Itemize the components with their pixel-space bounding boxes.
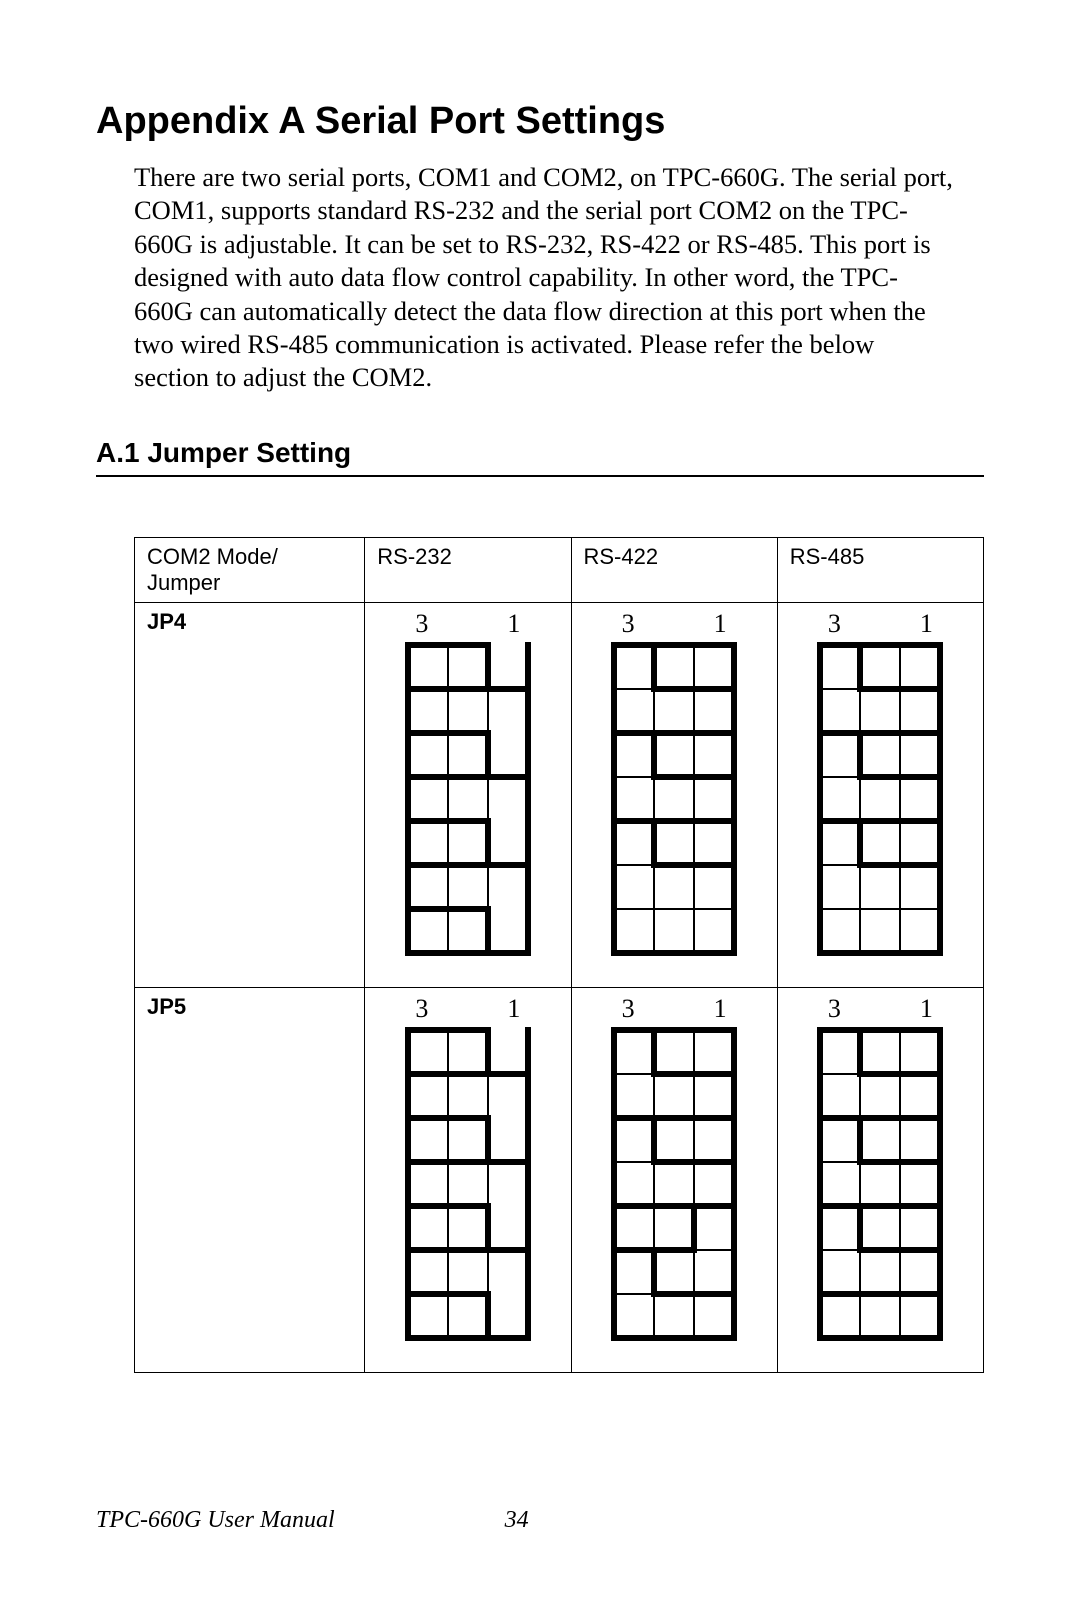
jumper-diagram: [814, 639, 946, 959]
header-rs232: RS-232: [365, 537, 571, 602]
jumper-diagram: [608, 639, 740, 959]
appendix-title: Appendix A Serial Port Settings: [96, 100, 984, 143]
footer-manual-name: TPC-660G User Manual: [96, 1507, 335, 1534]
header-rs422: RS-422: [571, 537, 777, 602]
jumper-diagram: [402, 639, 534, 959]
section-heading: A.1 Jumper Setting: [96, 437, 984, 475]
pin-number-labels: 31: [403, 994, 533, 1024]
row-label-jp5: JP5: [135, 987, 365, 1372]
page: Appendix A Serial Port Settings There ar…: [0, 0, 1080, 1618]
diagram-jp4-rs232: 31: [365, 602, 571, 987]
jumper-table: COM2 Mode/ Jumper RS-232 RS-422 RS-485 J…: [134, 537, 984, 1373]
jumper-diagram: [402, 1024, 534, 1344]
intro-paragraph: There are two serial ports, COM1 and COM…: [134, 161, 954, 395]
row-label-jp4: JP4: [135, 602, 365, 987]
diagram-jp5-rs422: 31: [571, 987, 777, 1372]
pin-number-labels: 31: [403, 609, 533, 639]
table-header-row: COM2 Mode/ Jumper RS-232 RS-422 RS-485: [135, 537, 984, 602]
table-row-jp5: JP5 31 31 31: [135, 987, 984, 1372]
diagram-jp4-rs485: 31: [777, 602, 983, 987]
jumper-diagram: [814, 1024, 946, 1344]
diagram-jp5-rs232: 31: [365, 987, 571, 1372]
section-rule: [96, 475, 984, 477]
pin-number-labels: 31: [815, 609, 945, 639]
section-heading-block: A.1 Jumper Setting: [96, 437, 984, 477]
jumper-diagram: [608, 1024, 740, 1344]
pin-number-labels: 31: [609, 994, 739, 1024]
header-first: COM2 Mode/ Jumper: [135, 537, 365, 602]
table-row-jp4: JP4 31 31 31: [135, 602, 984, 987]
footer-page-number: 34: [335, 1507, 984, 1534]
header-rs485: RS-485: [777, 537, 983, 602]
pin-number-labels: 31: [609, 609, 739, 639]
diagram-jp5-rs485: 31: [777, 987, 983, 1372]
diagram-jp4-rs422: 31: [571, 602, 777, 987]
page-footer: TPC-660G User Manual 34: [96, 1507, 984, 1534]
pin-number-labels: 31: [815, 994, 945, 1024]
